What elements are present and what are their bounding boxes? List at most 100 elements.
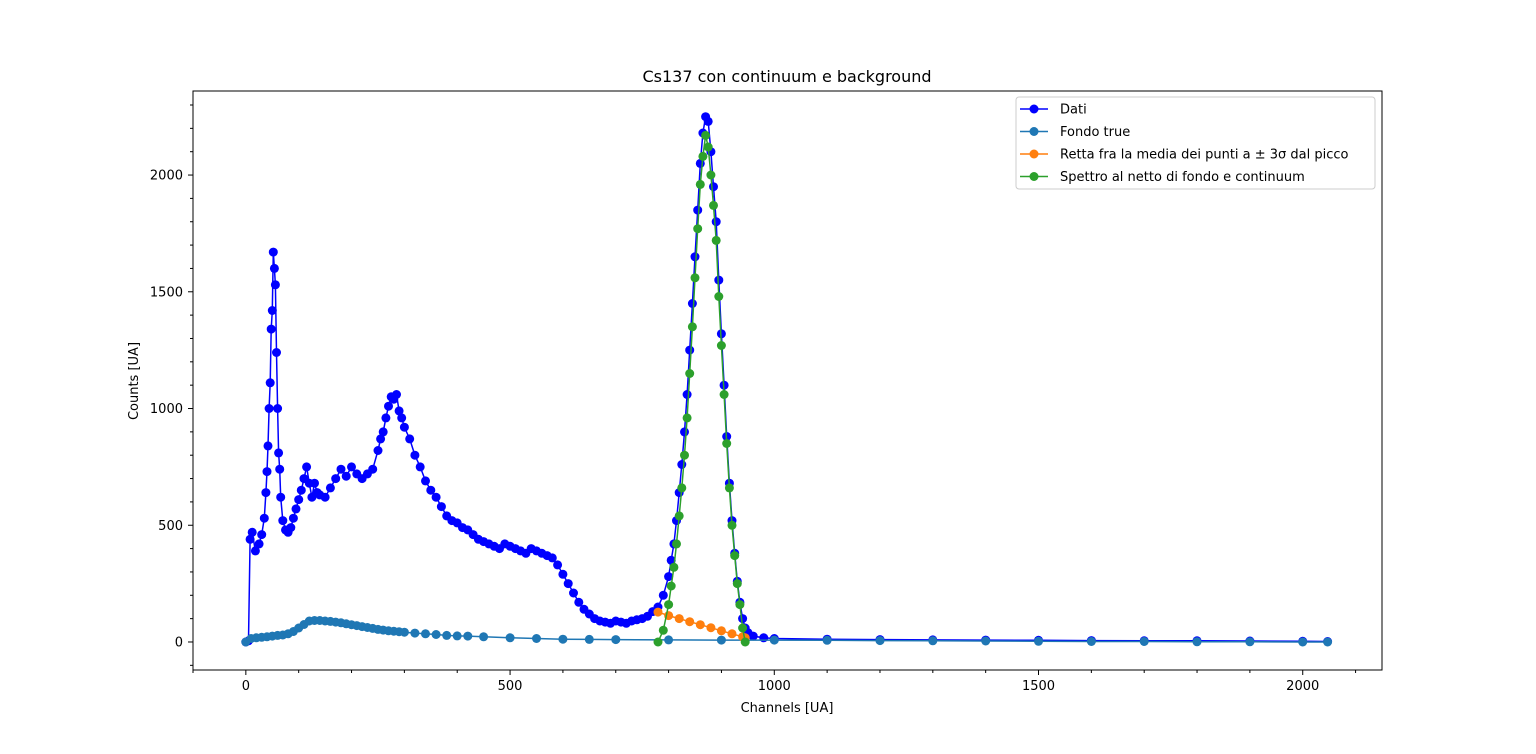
- data-point: [716, 341, 726, 350]
- data-point: [505, 633, 515, 643]
- data-point: [1086, 637, 1096, 646]
- data-point: [701, 130, 711, 140]
- data-point: [711, 235, 721, 245]
- data-point: [442, 630, 452, 640]
- x-tick-label: 500: [498, 679, 523, 694]
- data-point: [264, 404, 274, 413]
- data-point: [928, 636, 938, 646]
- data-point: [259, 513, 269, 523]
- data-point: [740, 637, 750, 647]
- data-point: [270, 280, 280, 290]
- data-point: [1298, 637, 1308, 647]
- chart-title: Cs137 con continuum e background: [642, 67, 931, 86]
- data-point: [719, 390, 729, 399]
- data-point: [574, 597, 584, 607]
- legend-entry-2: Retta fra la media dei punti a ± 3σ dal …: [1020, 148, 1349, 163]
- data-point: [421, 629, 430, 639]
- series-3: [653, 130, 750, 647]
- data-point: [263, 441, 273, 451]
- data-point: [275, 464, 285, 474]
- legend: Dati Fondo true Retta fra la media dei pun…: [1015, 96, 1376, 190]
- data-point: [257, 530, 267, 540]
- data-point: [664, 572, 674, 582]
- y-tick-label: 2000: [150, 169, 183, 184]
- data-point: [735, 600, 745, 610]
- data-point: [331, 474, 341, 484]
- data-point: [759, 633, 769, 643]
- x-axis-label: Channels [UA]: [741, 701, 834, 716]
- data-point: [247, 527, 257, 537]
- data-point: [727, 520, 737, 530]
- data-point: [653, 607, 663, 617]
- data-point: [685, 345, 695, 355]
- data-point: [392, 390, 401, 399]
- legend-box: [1015, 96, 1376, 190]
- data-point: [294, 495, 304, 505]
- data-point: [716, 635, 726, 645]
- data-point: [479, 632, 489, 642]
- data-point: [822, 635, 832, 645]
- data-point: [666, 555, 676, 565]
- data-point: [680, 427, 689, 437]
- data-point: [714, 292, 724, 301]
- data-point: [703, 116, 713, 126]
- data-point: [690, 252, 700, 262]
- data-point: [563, 579, 573, 589]
- data-point: [250, 546, 260, 556]
- data-point: [278, 516, 288, 526]
- x-tick-label: 0: [242, 679, 250, 694]
- data-point: [410, 450, 420, 460]
- data-point: [302, 462, 312, 472]
- data-point: [245, 534, 255, 544]
- data-point: [981, 636, 991, 646]
- data-point: [698, 151, 708, 161]
- legend-label: Fondo true: [1060, 125, 1130, 140]
- data-point: [1245, 637, 1255, 647]
- data-point: [706, 170, 716, 180]
- data-point: [706, 623, 716, 633]
- data-point: [584, 634, 594, 644]
- y-tick-label: 1000: [150, 402, 183, 417]
- data-point: [695, 620, 705, 630]
- legend-marker: [1029, 149, 1039, 159]
- data-point: [693, 205, 703, 215]
- data-point: [653, 637, 663, 647]
- data-point: [399, 422, 409, 432]
- data-point: [288, 513, 298, 523]
- data-point: [672, 539, 681, 549]
- data-point: [415, 462, 425, 472]
- data-point: [368, 464, 378, 474]
- data-point: [262, 467, 272, 477]
- data-point: [682, 413, 692, 423]
- data-point: [690, 273, 700, 283]
- data-point: [272, 348, 281, 357]
- data-point: [722, 439, 732, 448]
- data-point: [664, 635, 674, 645]
- data-point: [685, 617, 695, 627]
- data-point: [658, 625, 668, 635]
- data-point: [273, 404, 283, 413]
- data-point: [261, 488, 271, 498]
- y-tick-label: 1500: [150, 285, 183, 300]
- data-point: [687, 322, 697, 332]
- data-point: [611, 635, 621, 645]
- data-point: [680, 450, 689, 460]
- x-tick-label: 1000: [758, 679, 791, 694]
- data-point: [553, 560, 563, 570]
- data-point: [267, 306, 277, 315]
- series-line: [657, 611, 746, 639]
- data-point: [384, 401, 393, 411]
- data-point: [320, 492, 330, 502]
- data-point: [286, 523, 296, 533]
- data-point: [732, 579, 742, 589]
- data-point: [695, 179, 705, 189]
- data-point: [378, 427, 388, 437]
- data-point: [677, 483, 687, 493]
- legend-marker: [1029, 104, 1039, 114]
- data-point: [1139, 637, 1149, 646]
- data-point: [265, 378, 275, 388]
- data-point: [341, 471, 351, 481]
- data-point: [685, 369, 695, 378]
- data-point: [347, 462, 356, 472]
